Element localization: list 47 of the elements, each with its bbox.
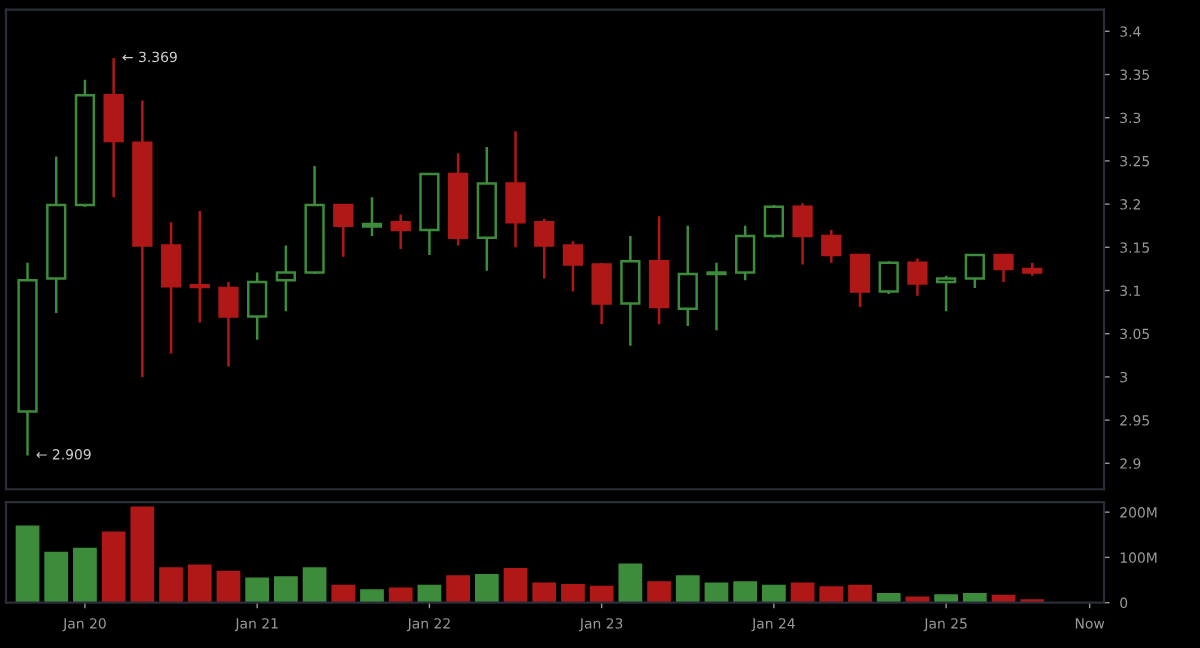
candlestick xyxy=(706,261,727,332)
candlestick xyxy=(620,234,641,348)
bar xyxy=(73,547,97,603)
candlestick xyxy=(46,155,67,315)
candlestick xyxy=(103,56,124,199)
bar xyxy=(216,570,241,603)
bar xyxy=(44,551,69,603)
candlestick xyxy=(218,280,239,368)
bar xyxy=(647,581,671,603)
bar xyxy=(503,568,528,603)
bar xyxy=(130,506,155,603)
bar xyxy=(675,575,700,603)
bar xyxy=(388,587,413,603)
bar xyxy=(187,564,212,603)
candlestick xyxy=(476,145,497,272)
candlestick xyxy=(189,209,210,324)
bar xyxy=(360,589,384,603)
bar xyxy=(618,563,643,603)
bar xyxy=(274,576,298,603)
bar xyxy=(474,573,499,603)
bar xyxy=(819,586,844,603)
bar xyxy=(245,577,270,603)
candlestick xyxy=(275,244,297,313)
candlestick xyxy=(505,130,526,249)
bar xyxy=(848,584,872,603)
bar xyxy=(101,531,126,603)
bar xyxy=(962,592,987,603)
bar xyxy=(331,584,356,603)
bar xyxy=(561,583,585,603)
candlestick xyxy=(390,213,411,251)
bar xyxy=(733,581,758,603)
bar xyxy=(15,525,40,603)
bar xyxy=(159,567,183,603)
bar xyxy=(704,582,729,603)
bar xyxy=(589,585,614,603)
bar xyxy=(302,567,327,603)
candlestick xyxy=(160,221,182,355)
bar xyxy=(446,575,470,603)
candlestick xyxy=(821,228,842,265)
bar xyxy=(790,582,815,603)
bar xyxy=(417,584,442,603)
bar xyxy=(876,592,901,603)
bar xyxy=(934,594,958,603)
candlestick xyxy=(132,99,153,379)
bar xyxy=(762,584,786,603)
bar xyxy=(532,582,557,603)
candlestick xyxy=(17,261,38,457)
